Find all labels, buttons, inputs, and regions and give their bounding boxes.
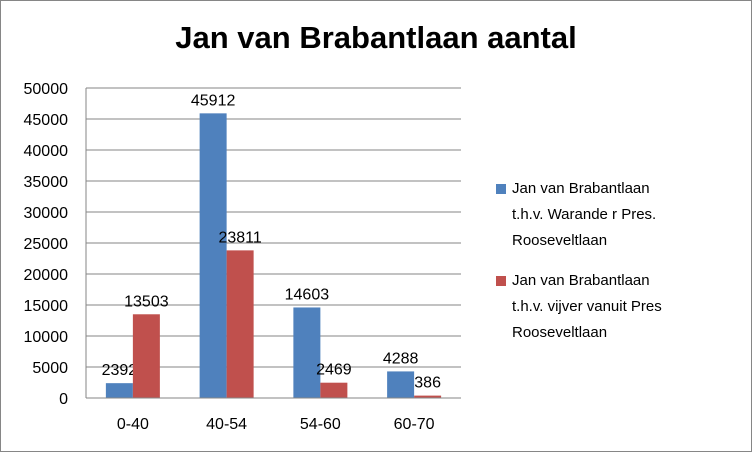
bar-series-2	[414, 395, 442, 398]
bar-series-1	[199, 113, 227, 399]
data-label: 13503	[124, 293, 169, 310]
y-tick-label: 40000	[24, 143, 69, 160]
x-tick-label: 54-60	[300, 416, 341, 433]
data-label: 2392	[102, 362, 138, 379]
y-tick-label: 5000	[32, 360, 68, 377]
y-tick-label: 50000	[24, 81, 69, 98]
y-tick-label: 25000	[24, 236, 69, 253]
bar-series-2	[132, 314, 160, 398]
bar-series-1	[387, 371, 415, 398]
data-label: 23811	[218, 229, 261, 246]
x-tick-label: 40-54	[206, 416, 247, 433]
y-tick-label: 30000	[24, 205, 69, 222]
bar-series-2	[226, 250, 254, 398]
legend-label: Jan van Brabantlaan t.h.v. Warande r Pre…	[512, 180, 657, 249]
y-tick-label: 10000	[24, 329, 69, 346]
legend-swatch	[496, 184, 506, 194]
legend-item: Jan van Brabantlaan t.h.v. Warande r Pre…	[496, 176, 746, 254]
y-tick-label: 35000	[24, 174, 69, 191]
legend-label: Jan van Brabantlaan t.h.v. vijver vanuit…	[512, 272, 662, 341]
data-label: 14603	[285, 286, 330, 303]
y-tick-label: 20000	[24, 267, 69, 284]
legend-swatch	[496, 276, 506, 286]
y-tick-label: 15000	[24, 298, 69, 315]
x-tick-label: 0-40	[117, 416, 149, 433]
bar-series-1	[293, 307, 321, 398]
legend-item: Jan van Brabantlaan t.h.v. vijver vanuit…	[496, 268, 746, 346]
y-tick-label: 45000	[24, 112, 69, 129]
data-label: 4288	[383, 350, 419, 367]
bar-series-2	[320, 382, 348, 398]
data-label: 386	[414, 375, 441, 392]
data-label: 45912	[191, 92, 236, 109]
bar-series-1	[105, 383, 133, 398]
y-tick-label: 0	[59, 391, 68, 408]
x-tick-label: 60-70	[394, 416, 435, 433]
chart-title: Jan van Brabantlaan aantal	[175, 20, 577, 55]
data-label: 2469	[316, 362, 352, 379]
